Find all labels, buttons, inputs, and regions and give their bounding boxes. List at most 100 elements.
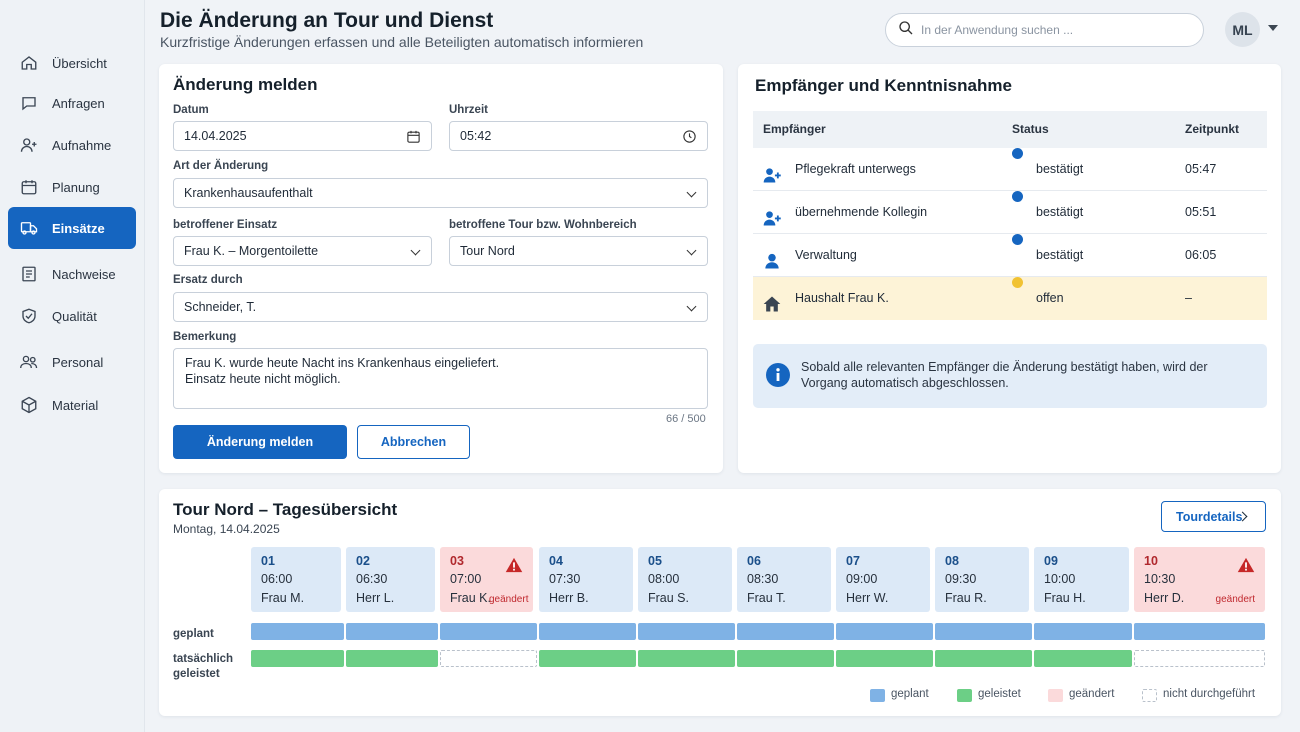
box-icon xyxy=(19,395,39,415)
planned-bar xyxy=(836,623,933,640)
tour-slot[interactable]: 04 07:30 Herr B. xyxy=(539,547,633,612)
slot-time: 10:30 xyxy=(1144,572,1176,586)
legend-swatch xyxy=(1142,689,1157,702)
table-row: übernehmende Kollegin bestätigt 05:51 xyxy=(753,191,1267,234)
slot-number: 03 xyxy=(450,554,464,568)
tour-slot[interactable]: 08 09:30 Frau R. xyxy=(935,547,1029,612)
sidebar-item-aufnahme[interactable]: Aufnahme xyxy=(8,124,136,166)
tour-date: Montag, 14.04.2025 xyxy=(173,522,280,536)
calendar-icon xyxy=(19,177,39,197)
remark-textarea[interactable]: Frau K. wurde heute Nacht ins Krankenhau… xyxy=(173,348,708,409)
tour-slot[interactable]: 10 10:30 Herr D. geändert xyxy=(1134,547,1265,612)
sidebar: Übersicht Anfragen Aufnahme Planung Eins… xyxy=(0,0,145,732)
tour-title: Tour Nord – Tagesübersicht xyxy=(173,500,398,519)
slot-client: Frau T. xyxy=(747,591,786,605)
sidebar-item-label: Anfragen xyxy=(52,95,105,111)
sidebar-item-material[interactable]: Material xyxy=(8,384,136,426)
car-icon xyxy=(19,218,39,238)
submit-change-button[interactable]: Änderung melden xyxy=(173,425,347,459)
sidebar-item-personal[interactable]: Personal xyxy=(8,341,136,383)
status-text: bestätigt xyxy=(1036,205,1084,219)
user-plus-icon xyxy=(762,203,782,246)
tour-label: betroffene Tour bzw. Wohnbereich xyxy=(449,219,637,231)
assignment-value: Frau K. – Morgentoilette xyxy=(184,244,319,258)
avatar[interactable]: ML xyxy=(1225,12,1260,47)
changed-badge: geändert xyxy=(489,594,529,605)
warning-icon xyxy=(1237,557,1255,578)
sidebar-item-label: Planung xyxy=(52,179,100,195)
status-text: bestätigt xyxy=(1036,248,1084,262)
time-text: 06:05 xyxy=(1185,248,1217,262)
sidebar-item-qualitaet[interactable]: Qualität xyxy=(8,295,136,337)
chevron-down-icon xyxy=(686,187,697,198)
slot-number: 07 xyxy=(846,554,860,568)
tour-slot[interactable]: 03 07:00 Frau K. geändert xyxy=(440,547,533,612)
cancel-button[interactable]: Abbrechen xyxy=(357,425,470,459)
sidebar-item-einsaetze[interactable]: Einsätze xyxy=(8,207,136,249)
time-text: 05:51 xyxy=(1185,205,1217,219)
recipients-table-header: Empfänger Status Zeitpunkt xyxy=(753,111,1267,148)
shield-icon xyxy=(19,306,39,326)
performed-bar xyxy=(836,650,933,667)
tour-details-label: Tourdetails xyxy=(1176,509,1243,524)
tour-slot[interactable]: 06 08:30 Frau T. xyxy=(737,547,831,612)
time-text: 05:47 xyxy=(1185,162,1217,176)
type-select[interactable]: Krankenhausaufenthalt xyxy=(173,178,708,208)
slot-time: 07:30 xyxy=(549,572,581,586)
sidebar-item-label: Nachweise xyxy=(52,266,116,282)
recipient-name: Haushalt Frau K. xyxy=(795,291,889,305)
time-field[interactable]: 05:42 xyxy=(449,121,708,151)
status-dot xyxy=(1012,277,1023,288)
recipients-title: Empfänger und Kenntnisnahme xyxy=(755,76,1012,95)
tour-select[interactable]: Tour Nord xyxy=(449,236,708,266)
replacement-select[interactable]: Schneider, T. xyxy=(173,292,708,322)
tour-slot[interactable]: 07 09:00 Herr W. xyxy=(836,547,930,612)
clock-icon[interactable] xyxy=(682,129,697,147)
planned-bar xyxy=(935,623,1032,640)
tour-slot[interactable]: 02 06:30 Herr L. xyxy=(346,547,435,612)
replacement-value: Schneider, T. xyxy=(184,300,257,314)
tour-details-button[interactable]: Tourdetails xyxy=(1161,501,1266,532)
slot-number: 06 xyxy=(747,554,761,568)
recipient-name: übernehmende Kollegin xyxy=(795,205,928,219)
page-subtitle: Kurzfristige Änderungen erfassen und all… xyxy=(160,34,644,50)
sidebar-item-uebersicht[interactable]: Übersicht xyxy=(8,42,136,84)
performed-bar xyxy=(737,650,834,667)
replacement-label: Ersatz durch xyxy=(173,274,243,286)
planned-bar xyxy=(346,623,438,640)
planned-bar xyxy=(638,623,735,640)
sidebar-item-nachweise[interactable]: Nachweise xyxy=(8,253,136,295)
slot-number: 01 xyxy=(261,554,275,568)
col-recipient: Empfänger xyxy=(763,122,826,136)
search-box[interactable] xyxy=(885,13,1204,47)
tour-slot[interactable]: 05 08:00 Frau S. xyxy=(638,547,732,612)
performed-bar xyxy=(251,650,344,667)
search-input[interactable] xyxy=(921,23,1181,37)
info-box: Sobald alle relevanten Empfänger die Änd… xyxy=(753,344,1267,408)
chevron-down-icon[interactable] xyxy=(1268,25,1278,31)
assignment-select[interactable]: Frau K. – Morgentoilette xyxy=(173,236,432,266)
assignment-label: betroffener Einsatz xyxy=(173,219,278,231)
tour-slot[interactable]: 09 10:00 Frau H. xyxy=(1034,547,1129,612)
slot-time: 06:30 xyxy=(356,572,388,586)
col-status: Status xyxy=(1012,122,1049,136)
legend-label: geändert xyxy=(1069,688,1115,700)
date-field[interactable]: 14.04.2025 xyxy=(173,121,432,151)
slot-client: Herr D. xyxy=(1144,591,1185,605)
tour-slot[interactable]: 01 06:00 Frau M. xyxy=(251,547,341,612)
planned-bar xyxy=(1034,623,1132,640)
not-performed-bar xyxy=(1134,650,1265,667)
time-value: 05:42 xyxy=(460,129,492,143)
slot-client: Herr L. xyxy=(356,591,395,605)
slot-time: 09:30 xyxy=(945,572,977,586)
planned-bar xyxy=(251,623,344,640)
status-text: offen xyxy=(1036,291,1064,305)
sidebar-item-anfragen[interactable]: Anfragen xyxy=(8,82,136,124)
slot-time: 08:30 xyxy=(747,572,779,586)
sidebar-item-label: Personal xyxy=(52,354,104,370)
performed-bar xyxy=(1034,650,1132,667)
calendar-icon[interactable] xyxy=(406,129,421,147)
slot-client: Frau S. xyxy=(648,591,689,605)
actual-row-label: tatsächlich geleistet xyxy=(173,653,234,680)
sidebar-item-planung[interactable]: Planung xyxy=(8,166,136,208)
